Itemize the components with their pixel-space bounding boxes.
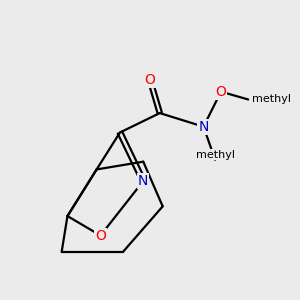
Text: N: N [198,120,209,134]
Text: O: O [95,229,106,242]
Text: N: N [138,174,148,188]
Text: methyl: methyl [252,94,291,104]
Text: methyl: methyl [196,150,235,160]
Text: O: O [216,85,226,99]
Text: O: O [145,73,155,87]
